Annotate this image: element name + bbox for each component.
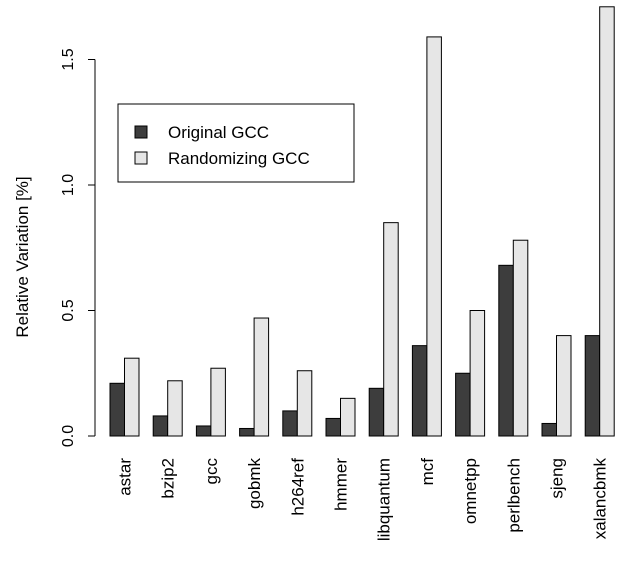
x-tick-labels: astar bzip2 gcc gobmk h264ref hmmer libquantum…: [116, 458, 610, 542]
bar-randomizing-gcc-omnetpp: [469, 310, 486, 437]
legend-swatch-randomizing-gcc: [134, 151, 148, 165]
x-tick-label: perlbench: [504, 458, 523, 533]
bar-randomizing-gcc-hmmer: [340, 397, 356, 437]
y-axis: 0.0 0.5 1.0 1.5: [60, 48, 96, 447]
bar-original-gcc-bzip2: [152, 415, 169, 437]
bar-randomizing-gcc-libquantum: [383, 222, 399, 437]
y-tick-label: 0.5: [60, 299, 77, 321]
legend: Original GCC Randomizing GCC: [117, 103, 355, 183]
bar-original-gcc-perlbench: [498, 264, 514, 437]
bars: [109, 6, 615, 437]
bar-randomizing-gcc-xalancbmk: [599, 6, 615, 437]
x-tick-label: xalancbmk: [591, 458, 610, 540]
bar-randomizing-gcc-gcc: [210, 367, 226, 437]
y-tick-label: 1.0: [60, 174, 77, 196]
x-tick-label: libquantum: [375, 458, 394, 541]
bar-randomizing-gcc-bzip2: [167, 380, 183, 437]
y-tick-label: 1.5: [60, 48, 77, 70]
bar-original-gcc-astar: [109, 382, 125, 437]
bar-original-gcc-gobmk: [239, 427, 255, 437]
bar-randomizing-gcc-perlbench: [512, 239, 529, 437]
bar-randomizing-gcc-astar: [124, 357, 140, 437]
y-axis-label: Relative Variation [%]: [13, 176, 32, 337]
x-tick-label: hmmer: [332, 458, 351, 511]
x-tick-label: omnetpp: [461, 458, 480, 524]
legend-swatch-original-gcc: [134, 125, 148, 139]
bar-randomizing-gcc-h264ref: [296, 370, 313, 437]
y-tick-label: 0.0: [60, 425, 77, 447]
x-tick-label: gcc: [202, 458, 221, 485]
bar-original-gcc-hmmer: [325, 417, 341, 437]
bar-original-gcc-h264ref: [282, 410, 298, 437]
x-tick-label: mcf: [418, 458, 437, 486]
bar-randomizing-gcc-mcf: [426, 36, 442, 437]
bar-randomizing-gcc-gobmk: [253, 317, 270, 437]
legend-box: [117, 103, 355, 183]
x-tick-label: sjeng: [548, 458, 567, 499]
legend-label-randomizing-gcc: Randomizing GCC: [168, 149, 310, 168]
bar-original-gcc-xalancbmk: [584, 335, 601, 437]
legend-label-original-gcc: Original GCC: [168, 123, 269, 142]
bar-original-gcc-mcf: [411, 345, 428, 437]
x-tick-label: astar: [116, 458, 135, 496]
bar-randomizing-gcc-sjeng: [556, 335, 572, 437]
bar-original-gcc-omnetpp: [455, 372, 471, 437]
x-tick-label: bzip2: [159, 458, 178, 499]
x-tick-label: h264ref: [288, 458, 307, 516]
bar-original-gcc-libquantum: [368, 387, 385, 437]
x-tick-label: gobmk: [245, 458, 264, 510]
bar-original-gcc-gcc: [195, 425, 212, 437]
bar-original-gcc-sjeng: [541, 422, 557, 437]
